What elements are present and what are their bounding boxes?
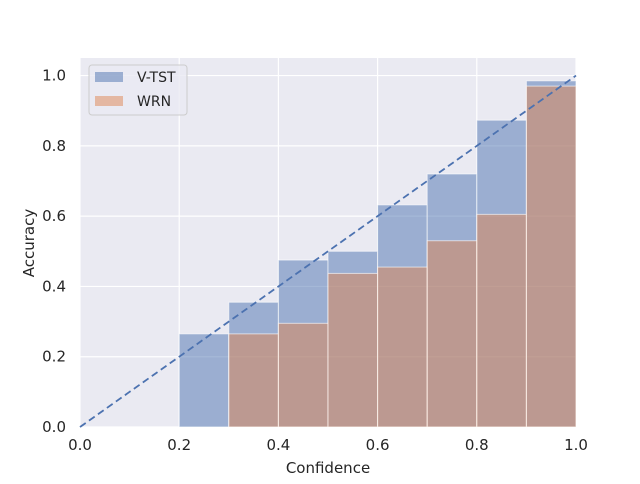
bars bbox=[178, 80, 577, 428]
legend: V-TST WRN bbox=[88, 64, 188, 116]
bar bbox=[377, 266, 428, 428]
x-tick-label: 0.8 bbox=[465, 436, 489, 454]
bar bbox=[476, 213, 527, 428]
x-tick-label: 0.2 bbox=[167, 436, 191, 454]
bar bbox=[525, 85, 577, 428]
bar bbox=[178, 333, 230, 428]
x-tick-label: 0.0 bbox=[68, 436, 92, 454]
y-tick-label: 0.2 bbox=[42, 348, 66, 366]
legend-swatch bbox=[95, 72, 123, 82]
y-tick-label: 0.0 bbox=[42, 418, 66, 436]
bar bbox=[426, 240, 478, 428]
series-wrn bbox=[228, 85, 577, 428]
y-tick-label: 1.0 bbox=[42, 67, 66, 85]
y-tick-label: 0.4 bbox=[42, 277, 66, 295]
legend-label: V-TST bbox=[137, 70, 176, 86]
x-tick-label: 1.0 bbox=[564, 436, 588, 454]
y-axis-title: Accuracy bbox=[20, 209, 38, 278]
x-tick-label: 0.6 bbox=[366, 436, 390, 454]
bar bbox=[228, 333, 279, 428]
x-axis-title: Confidence bbox=[286, 459, 370, 477]
bar bbox=[327, 272, 379, 428]
y-tick-labels: 0.0 0.2 0.4 0.6 0.8 1.0 bbox=[42, 67, 66, 436]
diagonal-reference-line bbox=[79, 74, 577, 428]
bar bbox=[277, 322, 329, 428]
legend-swatch bbox=[95, 96, 123, 106]
y-tick-label: 0.8 bbox=[42, 137, 66, 155]
x-tick-labels: 0.0 0.2 0.4 0.6 0.8 1.0 bbox=[68, 436, 588, 454]
x-tick-label: 0.4 bbox=[266, 436, 290, 454]
y-tick-label: 0.6 bbox=[42, 207, 66, 225]
reference-line bbox=[79, 74, 577, 428]
legend-label: WRN bbox=[137, 94, 171, 110]
